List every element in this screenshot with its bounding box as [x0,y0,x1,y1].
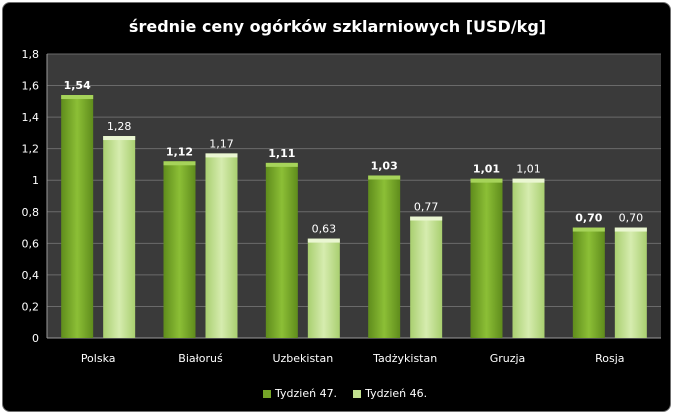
bar [103,136,136,338]
chart-title: średnie ceny ogórków szklarniowych [USD/… [128,17,547,36]
bar-top-highlight [470,178,503,183]
plot-area [47,54,661,338]
chart-frame: średnie ceny ogórków szklarniowych [USD/… [2,2,671,412]
bar [265,162,298,338]
bar-top-highlight [512,178,545,183]
y-tick-label: 1 [32,174,39,187]
bar-top-highlight [61,95,94,100]
data-label: 0,63 [312,223,337,236]
legend-item-week46: Tydzień 46. [353,387,427,400]
bar [368,175,401,338]
bar-top-highlight [103,136,136,141]
data-label: 1,28 [107,120,132,133]
legend-label-week47: Tydzień 47. [275,387,338,400]
bar-top-highlight [163,161,196,166]
x-tick-label: Rosja [595,352,624,365]
legend: Tydzień 47. Tydzień 46. [263,387,427,400]
bar-top-highlight [368,175,401,180]
y-tick-label: 1,6 [22,80,40,93]
bar [512,178,545,338]
data-label: 1,01 [473,163,500,176]
x-tick-label: Polska [81,352,116,365]
data-label: 1,11 [268,147,295,160]
bar-top-highlight [572,227,605,232]
data-label: 0,70 [575,212,602,225]
data-label: 1,01 [516,163,541,176]
bar-top-highlight [265,162,298,167]
y-tick-label: 0 [32,332,39,345]
x-tick-label: Gruzja [490,352,526,365]
y-tick-label: 1,4 [22,111,40,124]
legend-swatch-week47 [263,389,271,398]
bar-top-highlight [205,153,238,158]
bar [205,153,238,338]
data-label: 1,54 [64,79,91,92]
y-tick-label: 0,4 [22,269,40,282]
y-tick-label: 1,2 [22,143,40,156]
legend-item-week47: Tydzień 47. [263,387,337,400]
legend-label-week46: Tydzień 46. [365,387,428,400]
data-label: 1,17 [209,137,234,150]
data-label: 0,77 [414,201,439,214]
bar-top-highlight [614,227,647,232]
y-tick-label: 1,8 [22,48,40,61]
bar [410,216,443,338]
bar-top-highlight [307,238,340,243]
y-tick-label: 0,6 [22,237,40,250]
legend-swatch-week46 [353,389,362,398]
bar [614,227,647,338]
bar [163,161,196,338]
bar [572,227,605,338]
x-tick-label: Białoruś [178,352,223,365]
bar-top-highlight [410,216,443,221]
bar-chart: 0 0,2 0,4 0,6 0,8 1 1,2 1,4 1,6 1,8 1,54 1,28 Polska… [22,48,661,365]
bar [61,95,94,339]
data-label: 0,70 [619,212,644,225]
y-tick-label: 0,8 [22,206,40,219]
bar [307,238,340,338]
x-tick-label: Uzbekistan [272,352,333,365]
bar [470,178,503,338]
data-label: 1,03 [371,159,398,172]
x-tick-label: Tadżykistan [372,352,437,365]
y-tick-label: 0,2 [22,300,40,313]
data-label: 1,12 [166,145,193,158]
